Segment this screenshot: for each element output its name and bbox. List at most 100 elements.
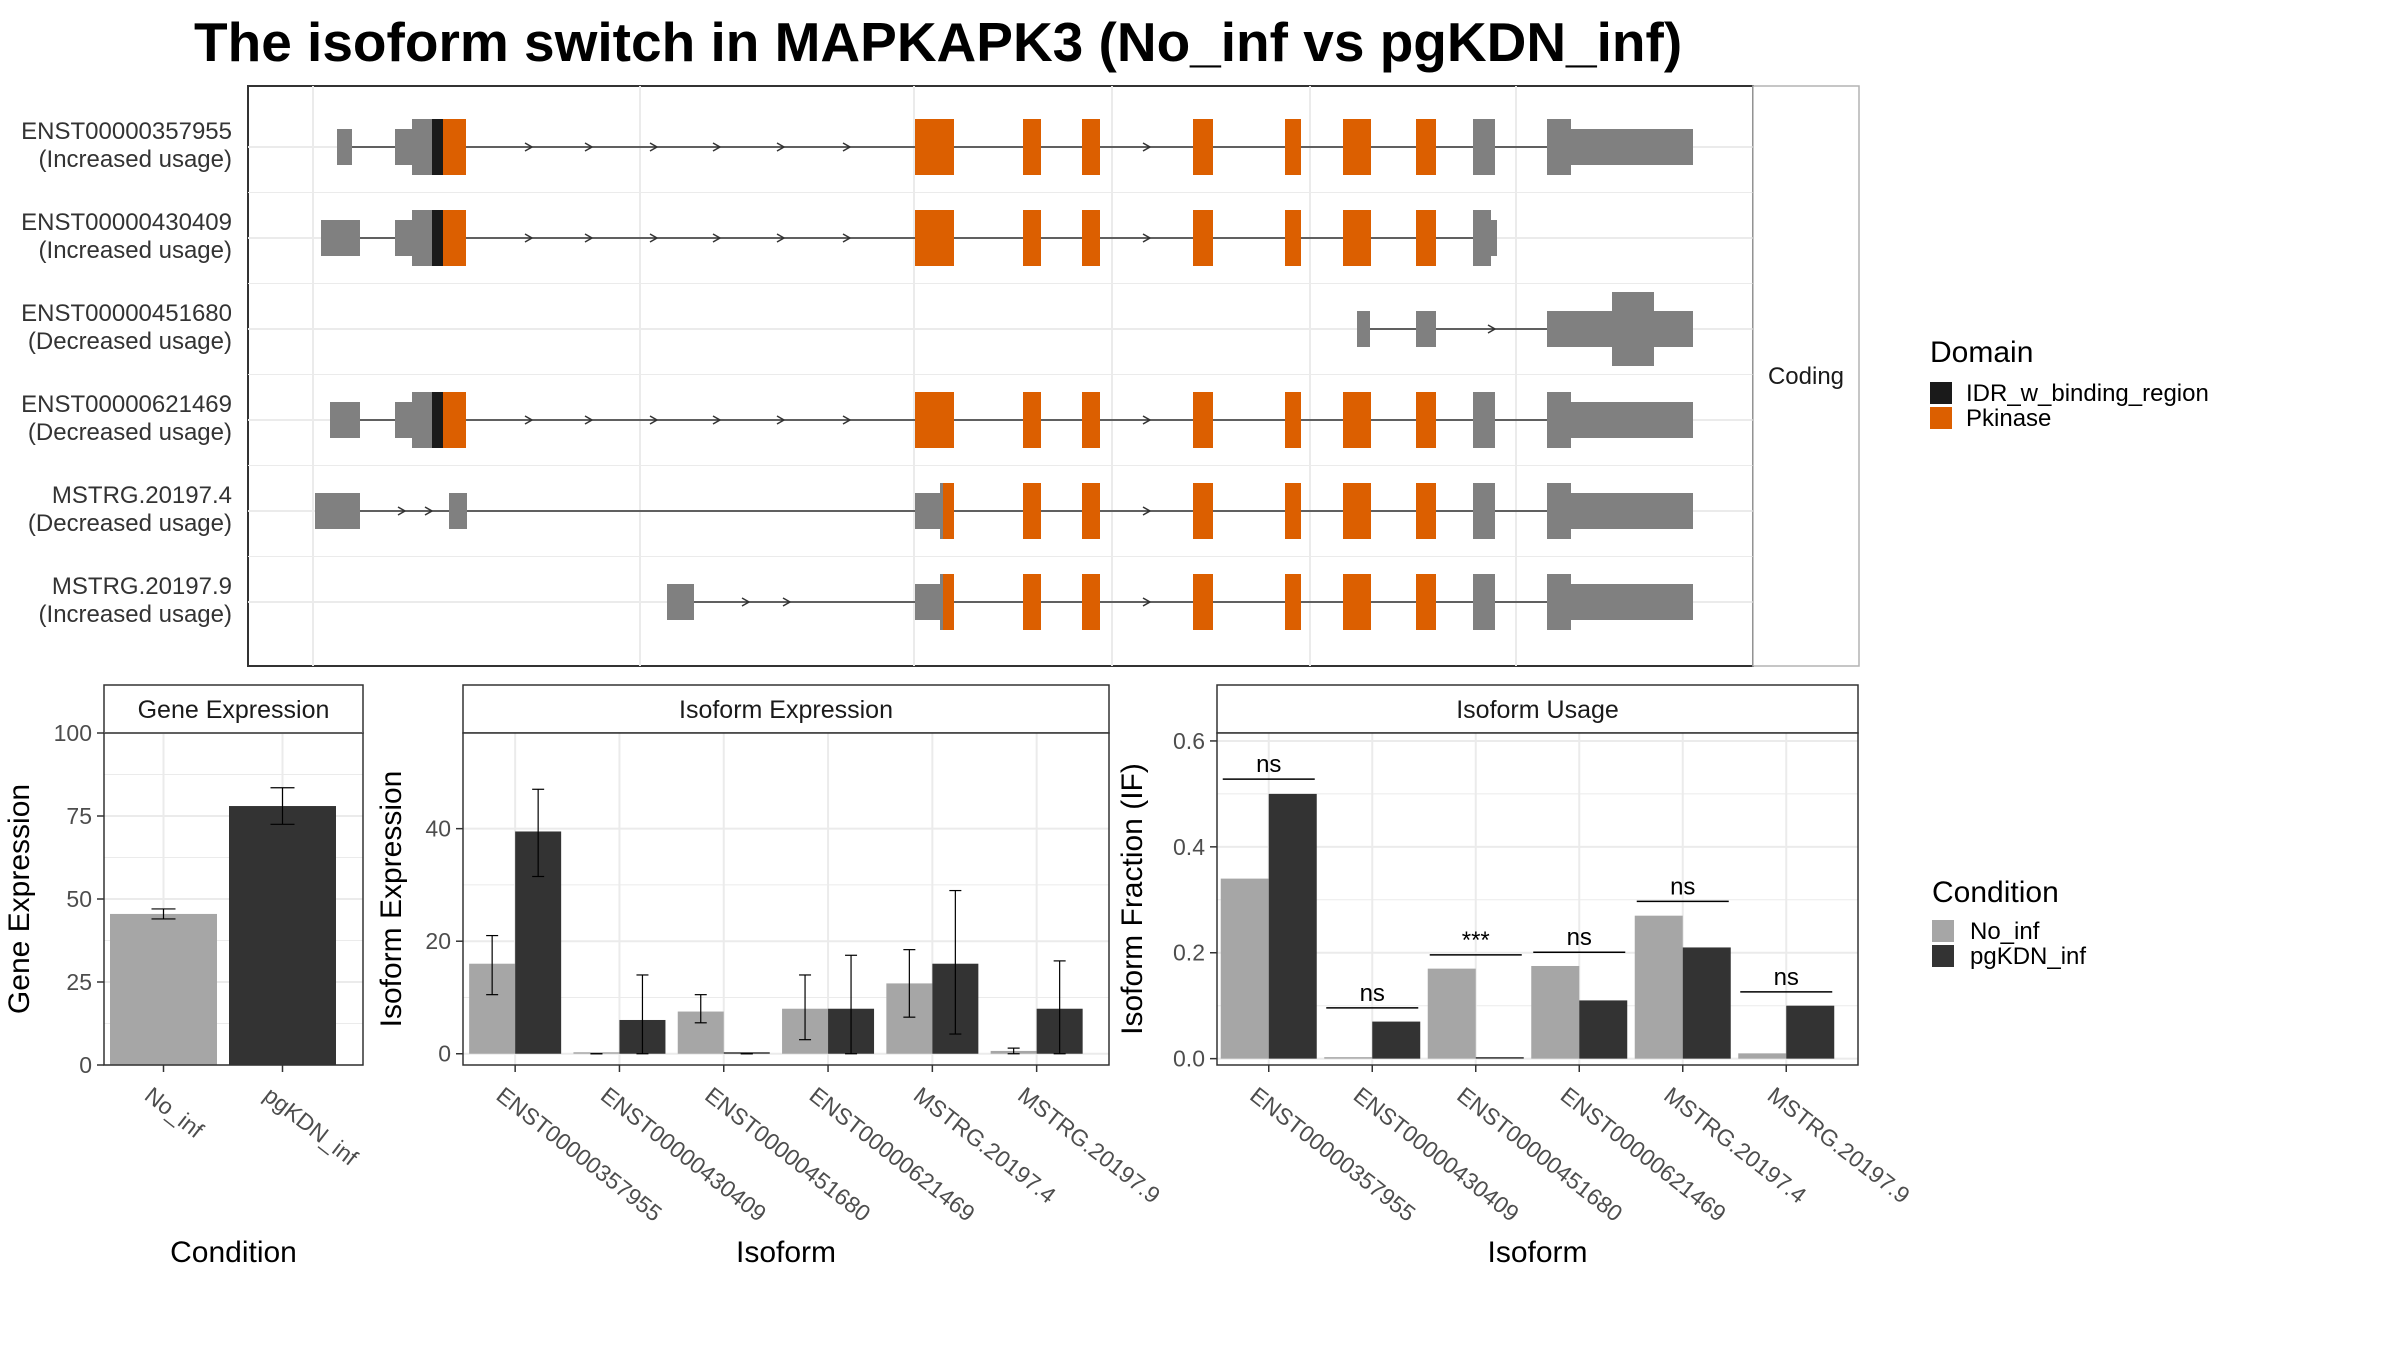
condition-legend-title: Condition bbox=[1932, 876, 2059, 909]
strand-arrow-icon bbox=[712, 415, 722, 425]
panel-title: Isoform Usage bbox=[1456, 696, 1619, 724]
pkinase-exon bbox=[1082, 483, 1100, 539]
bar-No_inf-ENST00000357955 bbox=[1220, 878, 1269, 1059]
significance-label: ns bbox=[1256, 751, 1281, 778]
exon bbox=[412, 392, 432, 448]
pkinase-exon bbox=[1285, 210, 1301, 266]
pkinase-exon bbox=[1285, 392, 1301, 448]
pkinase-exon bbox=[1023, 574, 1041, 630]
significance-label: ns bbox=[1774, 964, 1799, 991]
panel-2: Isoform Usage ns ns *** ns ns ns 0.0 0.2 0.4 0.6 EN… bbox=[1116, 684, 1915, 1269]
domain-legend-key bbox=[1930, 407, 1952, 429]
strand-arrow-icon bbox=[842, 142, 852, 152]
exon bbox=[395, 220, 412, 256]
exon bbox=[1473, 392, 1495, 448]
pkinase-exon bbox=[1023, 119, 1041, 175]
strand-arrow-icon bbox=[782, 597, 792, 607]
strand-arrow-icon bbox=[842, 415, 852, 425]
pkinase-exon bbox=[1082, 574, 1100, 630]
bar-No_inf-ENST00000451680 bbox=[1427, 968, 1476, 1059]
figure-title: The isoform switch in MAPKAPK3 (No_inf v… bbox=[194, 11, 1683, 73]
exon bbox=[1357, 311, 1370, 347]
bar-pgKDN_inf-ENST00000621469 bbox=[1579, 1000, 1628, 1059]
y-tick-label: 0.6 bbox=[1173, 728, 1205, 754]
transcript-model-ENST00000357955 bbox=[337, 119, 1693, 175]
condition-legend-label: No_inf bbox=[1970, 918, 2040, 945]
exon bbox=[1473, 483, 1495, 539]
transcript-model-MSTRG.20197.9 bbox=[667, 574, 1693, 630]
strand-arrow-icon bbox=[649, 415, 659, 425]
pkinase-exon bbox=[915, 119, 954, 175]
strand-arrow-icon bbox=[842, 233, 852, 243]
exon bbox=[1491, 220, 1497, 256]
panel-strip bbox=[103, 684, 364, 734]
strand-arrow-icon bbox=[524, 233, 534, 243]
transcript-model-MSTRG.20197.4 bbox=[315, 483, 1693, 539]
pkinase-exon bbox=[1193, 392, 1213, 448]
y-tick-label: 0 bbox=[438, 1041, 451, 1067]
exon bbox=[915, 584, 940, 620]
transcript-model-ENST00000451680 bbox=[1357, 292, 1693, 366]
x-tick-label: ENST00000357955 bbox=[1245, 1082, 1420, 1227]
y-axis-title: Isoform Fraction (IF) bbox=[1116, 763, 1149, 1035]
strand-arrow-icon bbox=[524, 142, 534, 152]
x-axis-title: Isoform bbox=[736, 1236, 836, 1269]
pkinase-exon bbox=[443, 210, 466, 266]
exon bbox=[337, 129, 352, 165]
bar-chart-panels: Gene Expression 0 25 50 75 100 No_inf pgKDN_inf… bbox=[3, 684, 1915, 1269]
exon bbox=[449, 493, 467, 529]
pkinase-exon bbox=[915, 392, 954, 448]
strand-arrow-icon bbox=[584, 415, 594, 425]
bar-No_inf-MSTRG.20197.9 bbox=[1738, 1053, 1787, 1059]
bar-pgKDN_inf-ENST00000430409 bbox=[1372, 1021, 1421, 1059]
exon bbox=[315, 493, 360, 529]
pkinase-exon bbox=[1416, 210, 1436, 266]
transcript-label: MSTRG.20197.9 (Increased usage) bbox=[39, 573, 232, 629]
bar-No_inf-MSTRG.20197.4 bbox=[1634, 915, 1683, 1059]
exon bbox=[1571, 493, 1693, 529]
significance-label: ns bbox=[1360, 980, 1385, 1007]
x-tick-label: pgKDN_inf bbox=[259, 1082, 363, 1171]
transcript-label: MSTRG.20197.4 (Decreased usage) bbox=[28, 482, 232, 538]
exon bbox=[1547, 574, 1571, 630]
strand-arrow-icon bbox=[524, 415, 534, 425]
strand-arrow-icon bbox=[1142, 506, 1152, 516]
strand-arrow-icon bbox=[1142, 415, 1152, 425]
idr-exon bbox=[432, 119, 443, 175]
x-tick-label: ENST00000621469 bbox=[1556, 1082, 1731, 1227]
pkinase-exon bbox=[443, 392, 466, 448]
idr-exon bbox=[432, 392, 443, 448]
transcript-id: MSTRG.20197.4 bbox=[51, 482, 232, 509]
bar-pgKDN_inf-ENST00000357955 bbox=[1268, 793, 1317, 1059]
y-tick-label: 20 bbox=[425, 928, 451, 954]
transcript-id: ENST00000430409 bbox=[21, 209, 232, 236]
strand-arrow-icon bbox=[776, 142, 786, 152]
pkinase-exon bbox=[1343, 483, 1371, 539]
exon bbox=[1547, 392, 1571, 448]
strand-arrow-icon bbox=[649, 233, 659, 243]
pkinase-exon bbox=[1285, 574, 1301, 630]
significance-label: ns bbox=[1567, 924, 1592, 951]
x-tick-label: No_inf bbox=[140, 1082, 209, 1144]
x-tick-label: ENST00000430409 bbox=[1349, 1082, 1524, 1227]
transcript-usage: (Decreased usage) bbox=[27, 419, 232, 446]
exon bbox=[1473, 574, 1495, 630]
transcript-id: ENST00000621469 bbox=[21, 391, 232, 418]
condition-legend-label: pgKDN_inf bbox=[1970, 943, 2086, 970]
transcript-usage: (Increased usage) bbox=[38, 237, 232, 264]
transcript-label: ENST00000357955 (Increased usage) bbox=[21, 118, 232, 174]
exon bbox=[1416, 311, 1436, 347]
exon bbox=[1571, 402, 1693, 438]
y-axis-title: Gene Expression bbox=[3, 784, 36, 1014]
strand-arrow-icon bbox=[712, 233, 722, 243]
exon bbox=[667, 584, 694, 620]
structure-strip bbox=[1752, 85, 1860, 667]
exon bbox=[1547, 119, 1571, 175]
idr-exon bbox=[432, 210, 443, 266]
strand-arrow-icon bbox=[649, 142, 659, 152]
strand-arrow-icon bbox=[712, 142, 722, 152]
domain-legend-title: Domain bbox=[1930, 336, 2033, 369]
pkinase-exon bbox=[943, 574, 954, 630]
transcript-usage: (Decreased usage) bbox=[27, 328, 232, 355]
